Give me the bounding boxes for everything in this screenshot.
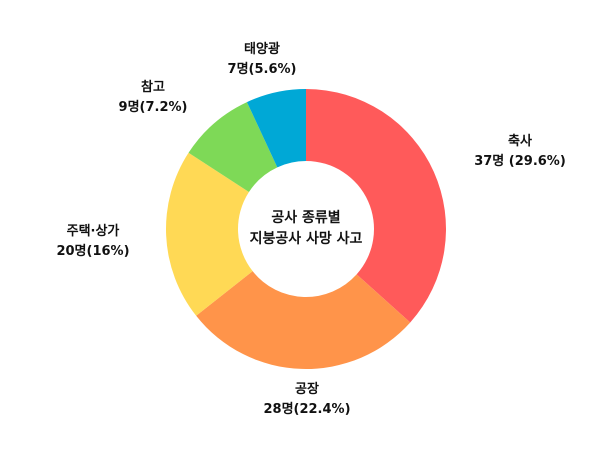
label-name: 태양광: [244, 42, 280, 57]
donut-slice: [196, 271, 411, 370]
donut-slice: [166, 152, 253, 316]
label-factory: 공장 28명(22.4%): [263, 380, 350, 420]
label-housing-commercial: 주택·상가 20명(16%): [56, 222, 129, 262]
center-title-line-2: 지붕공사 사망 사고: [249, 231, 363, 247]
label-name: 주택·상가: [66, 224, 120, 239]
center-title-line-1: 공사 종류별: [271, 210, 341, 226]
donut-slice: [246, 89, 306, 168]
label-name: 공장: [295, 382, 319, 397]
donut-slice: [306, 89, 446, 323]
label-livestock: 축사 37명 (29.6%): [474, 132, 566, 172]
label-warehouse: 참고 9명(7.2%): [119, 78, 188, 118]
label-value: 7명(5.6%): [227, 62, 297, 77]
label-value: 9명(7.2%): [118, 100, 188, 115]
label-value: 37명 (29.6%): [474, 154, 566, 169]
label-solar: 태양광 7명(5.6%): [228, 40, 297, 80]
donut-slice: [188, 102, 278, 192]
label-name: 축사: [508, 134, 532, 149]
center-title: 공사 종류별 지붕공사 사망 사고: [250, 208, 363, 250]
label-value: 28명(22.4%): [263, 402, 351, 417]
label-name: 참고: [141, 80, 165, 95]
label-value: 20명(16%): [56, 244, 130, 259]
